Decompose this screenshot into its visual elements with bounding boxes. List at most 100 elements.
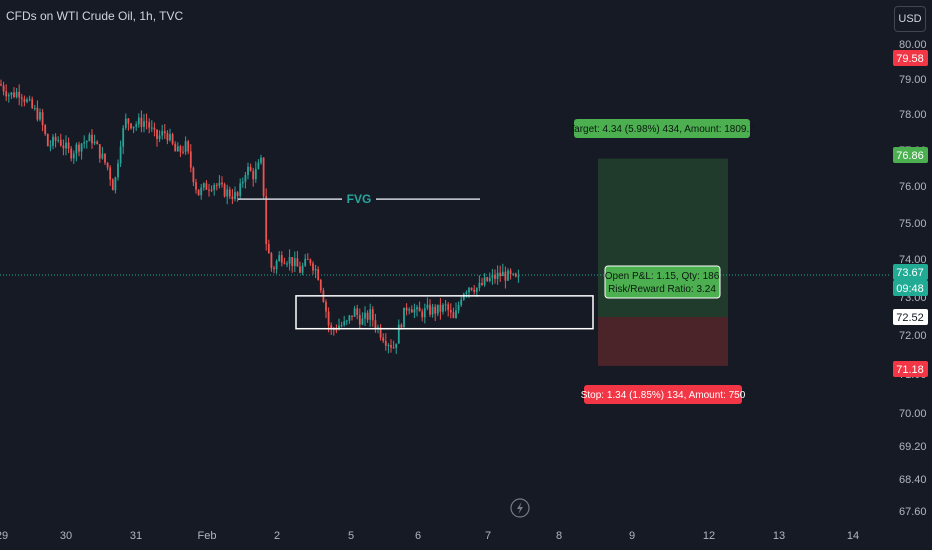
candle-body: [137, 117, 140, 125]
candle-body: [434, 306, 437, 314]
price-tag-label: 71.18: [896, 364, 924, 376]
candle-body: [319, 280, 322, 291]
x-tick-label: 9: [629, 530, 635, 542]
candle-body: [457, 305, 460, 311]
candle-body: [195, 182, 197, 190]
currency-button[interactable]: USD: [894, 6, 926, 32]
candle-body: [400, 324, 403, 328]
candle-body: [98, 144, 101, 159]
candle-body: [390, 345, 392, 348]
candle-body: [197, 189, 200, 196]
candle-body: [182, 151, 184, 153]
candle-body: [135, 124, 138, 127]
candle-body: [439, 304, 442, 312]
candle-body: [335, 329, 338, 331]
candle-body: [57, 139, 60, 141]
candle-body: [234, 192, 236, 200]
candle-body: [249, 166, 252, 171]
price-tag: [893, 147, 928, 163]
candle-body: [13, 92, 15, 98]
price-tag-label: 76.86: [896, 150, 924, 162]
y-tick-label: 78.00: [899, 109, 927, 121]
candle-body: [75, 144, 78, 154]
candle-body: [85, 141, 88, 143]
candle-body: [408, 309, 411, 311]
candle-body: [509, 270, 512, 275]
time-axis[interactable]: 29 30 31 Feb 2 5 6 7 8 9 12 13 14: [0, 530, 859, 542]
candle-body: [395, 343, 398, 348]
candle-body: [478, 282, 481, 288]
candle-body: [332, 329, 335, 331]
candle-body: [119, 146, 122, 164]
candle-body: [143, 121, 145, 127]
price-tag: [893, 361, 928, 377]
candle-body: [179, 146, 182, 152]
candle-body: [405, 307, 408, 311]
candle-body: [15, 91, 18, 98]
y-tick-label: 67.60: [899, 506, 927, 518]
candle-body: [483, 277, 486, 285]
candle-body: [83, 142, 86, 144]
candle-body: [228, 189, 231, 197]
candle-body: [317, 269, 320, 281]
candle-body: [327, 311, 330, 326]
candle-body: [280, 255, 283, 263]
candle-body: [273, 267, 275, 270]
price-tag: [893, 50, 928, 66]
candle-body: [109, 167, 112, 180]
candle-body: [93, 141, 96, 144]
candle-body: [106, 162, 109, 168]
candle-body: [117, 163, 119, 178]
y-tick-label: 80.00: [899, 39, 927, 51]
price-tag-label: 79.58: [896, 53, 924, 65]
candle-body: [36, 107, 39, 120]
candle-body: [104, 153, 106, 163]
candle-body: [348, 315, 351, 321]
candle-body: [127, 118, 130, 124]
candle-body: [392, 347, 395, 349]
candle-body: [244, 175, 247, 182]
candle-body: [124, 118, 127, 128]
candle-body: [2, 85, 5, 92]
lightning-icon[interactable]: [510, 498, 530, 518]
candle-body: [96, 141, 99, 145]
price-tag: [893, 264, 928, 280]
candle-body: [504, 271, 507, 281]
candle-body: [166, 133, 169, 141]
candle-body: [413, 309, 416, 313]
candle-body: [145, 121, 148, 123]
candle-body: [208, 189, 210, 191]
candle-body: [252, 170, 255, 180]
candle-body: [111, 179, 114, 191]
candle-body: [330, 325, 333, 330]
candle-body: [442, 304, 444, 312]
candle-body: [7, 94, 10, 97]
candle-body: [171, 134, 174, 144]
candle-body: [163, 131, 166, 134]
candle-body: [361, 318, 364, 325]
candle-body: [205, 183, 208, 190]
x-tick-label: 2: [274, 530, 280, 542]
candle-body: [436, 304, 439, 314]
candle-body: [309, 259, 312, 264]
candle-body: [114, 177, 117, 191]
candle-body: [444, 304, 447, 306]
candle-body: [371, 309, 374, 321]
candle-body: [465, 292, 468, 294]
candle-body: [288, 257, 291, 264]
annotations[interactable]: FVG Target: 4.34 (5.98%) 434, Amount: 180…: [238, 119, 755, 404]
candle-body: [410, 309, 413, 313]
candle-body: [403, 307, 405, 328]
price-tag-label: 72.52: [896, 312, 924, 324]
candle-body: [67, 142, 70, 149]
candle-body: [468, 287, 470, 293]
candle-body: [226, 189, 229, 197]
candle-body: [39, 112, 41, 120]
candle-body: [169, 134, 171, 141]
candle-body: [215, 184, 218, 186]
candle-body: [33, 107, 36, 109]
candle-body: [481, 282, 483, 285]
x-tick-label: 6: [415, 530, 421, 542]
candle-body: [41, 112, 44, 126]
